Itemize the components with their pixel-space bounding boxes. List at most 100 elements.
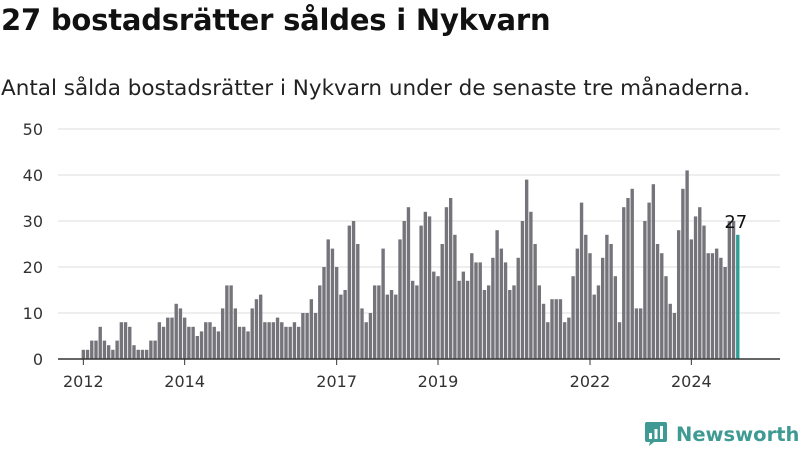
bar bbox=[465, 280, 470, 359]
bar bbox=[292, 322, 297, 359]
bar bbox=[685, 170, 689, 359]
bar bbox=[389, 290, 394, 359]
bar bbox=[326, 239, 330, 359]
bar bbox=[208, 322, 212, 359]
bar bbox=[575, 248, 580, 359]
bar bbox=[229, 285, 233, 359]
bar bbox=[351, 221, 356, 359]
bar bbox=[372, 285, 377, 359]
bar bbox=[296, 326, 301, 359]
bar bbox=[233, 308, 238, 359]
bar bbox=[280, 322, 284, 359]
bar bbox=[85, 349, 90, 359]
y-tick-label: 30 bbox=[23, 212, 43, 231]
bar bbox=[288, 326, 292, 359]
bar bbox=[702, 225, 706, 359]
bar bbox=[119, 322, 124, 359]
bar bbox=[166, 317, 170, 359]
bar bbox=[457, 280, 461, 359]
chart-bars bbox=[81, 170, 740, 359]
bar bbox=[638, 308, 643, 359]
bar bbox=[681, 188, 685, 359]
bar bbox=[584, 234, 588, 359]
bar bbox=[503, 262, 508, 359]
bar bbox=[672, 313, 677, 359]
bar bbox=[415, 285, 419, 359]
bar-chart: 0 10 20 30 40 50 2012 2014 2017 2019 2022 2024 27 bbox=[23, 120, 780, 391]
last-value-label: 27 bbox=[724, 212, 747, 233]
bar bbox=[571, 276, 575, 359]
bar bbox=[634, 308, 639, 359]
bar bbox=[322, 267, 326, 359]
bar bbox=[474, 262, 478, 359]
bar bbox=[343, 290, 347, 359]
bar bbox=[263, 322, 267, 359]
bar bbox=[714, 248, 719, 359]
brand-name: Newsworthy bbox=[676, 422, 800, 446]
bar bbox=[271, 322, 276, 359]
bar bbox=[284, 326, 288, 359]
x-tick-label: 2014 bbox=[164, 372, 205, 391]
chart-grid bbox=[58, 128, 780, 314]
bar bbox=[123, 322, 128, 359]
bar bbox=[330, 248, 335, 359]
bar bbox=[187, 326, 191, 359]
bar bbox=[630, 188, 634, 359]
bar bbox=[537, 285, 542, 359]
bar bbox=[579, 202, 584, 359]
bar bbox=[512, 285, 516, 359]
bar bbox=[651, 184, 656, 359]
bar bbox=[398, 239, 402, 359]
bar bbox=[499, 248, 504, 359]
bar bbox=[668, 303, 672, 359]
bar bbox=[529, 211, 533, 359]
bar bbox=[427, 216, 432, 359]
bar bbox=[98, 326, 102, 359]
bar bbox=[660, 253, 664, 359]
x-tick-label: 2024 bbox=[671, 372, 712, 391]
brand-logo: Newsworthy bbox=[644, 420, 800, 448]
bar bbox=[495, 230, 499, 359]
bar bbox=[153, 340, 157, 359]
x-tick-label: 2017 bbox=[316, 372, 357, 391]
bar bbox=[381, 248, 385, 359]
bar bbox=[727, 221, 732, 359]
bar bbox=[676, 230, 681, 359]
bar-highlight bbox=[736, 234, 740, 359]
bar bbox=[533, 244, 537, 359]
y-tick-label: 50 bbox=[23, 120, 43, 139]
bar bbox=[592, 294, 596, 359]
bar bbox=[693, 216, 698, 359]
bar bbox=[178, 308, 183, 359]
bar bbox=[237, 326, 242, 359]
bar bbox=[242, 326, 246, 359]
bar bbox=[558, 299, 563, 359]
bar bbox=[334, 267, 339, 359]
bar bbox=[482, 290, 487, 359]
bar bbox=[220, 308, 225, 359]
bar bbox=[419, 225, 423, 359]
bar bbox=[364, 322, 368, 359]
bar bbox=[444, 207, 449, 359]
bar bbox=[689, 239, 694, 359]
bar bbox=[347, 225, 352, 359]
bar bbox=[157, 322, 162, 359]
bar bbox=[643, 221, 647, 359]
bar bbox=[360, 308, 364, 359]
bar bbox=[301, 313, 305, 359]
bar bbox=[204, 322, 208, 359]
bar bbox=[225, 285, 229, 359]
bar bbox=[111, 349, 115, 359]
bar bbox=[508, 290, 512, 359]
bar bbox=[731, 221, 736, 359]
bar bbox=[318, 285, 322, 359]
bar bbox=[144, 349, 149, 359]
bar bbox=[174, 303, 178, 359]
bar bbox=[432, 271, 436, 359]
bar bbox=[216, 331, 221, 359]
x-tick-label: 2012 bbox=[63, 372, 104, 391]
y-axis-labels: 0 10 20 30 40 50 bbox=[23, 120, 43, 369]
bar bbox=[140, 349, 145, 359]
bar bbox=[605, 234, 609, 359]
bar bbox=[385, 294, 390, 359]
